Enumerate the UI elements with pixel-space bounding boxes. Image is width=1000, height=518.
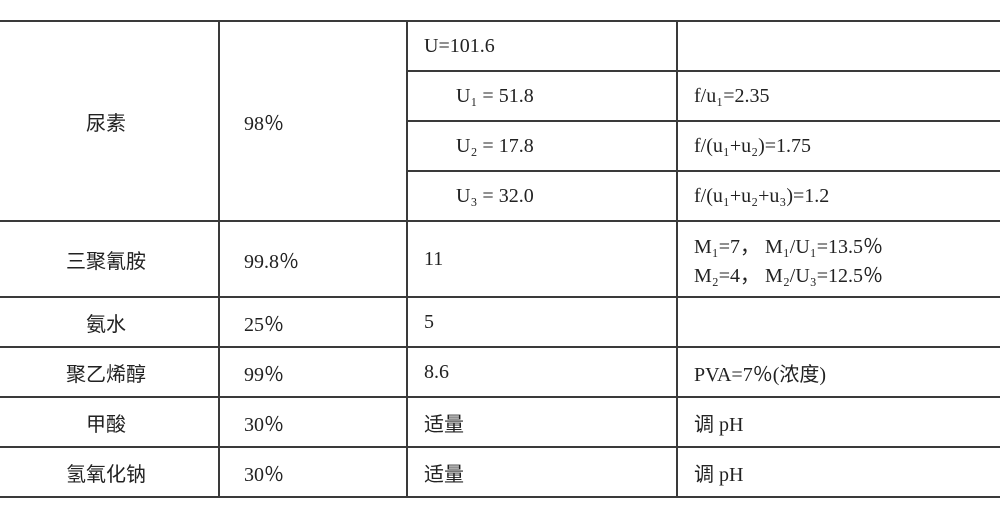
cell-note: 调 pH — [677, 397, 1000, 447]
cell-name: 三聚氰胺 — [0, 221, 219, 297]
note-line1: M₁=7， M₁/U₁=13.5％ — [694, 230, 994, 259]
cell-note: f/(u₁+u₂)=1.75 — [677, 121, 1000, 171]
cell-note — [677, 297, 1000, 347]
cell-note: PVA=7％(浓度) — [677, 347, 1000, 397]
cell-amount: U=101.6 — [407, 21, 677, 71]
chemical-table: 尿素 98％ U=101.6 U₁ = 51.8 f/u₁=2.35 U₂ = … — [0, 20, 1000, 498]
cell-amount: 11 — [407, 221, 677, 297]
cell-note — [677, 21, 1000, 71]
cell-amount: 适量 — [407, 447, 677, 497]
cell-note: f/u₁=2.35 — [677, 71, 1000, 121]
table-row: 氢氧化钠 30％ 适量 调 pH — [0, 447, 1000, 497]
cell-note: 调 pH — [677, 447, 1000, 497]
cell-name: 尿素 — [0, 21, 219, 221]
cell-amount: U₂ = 17.8 — [407, 121, 677, 171]
cell-purity: 30％ — [219, 397, 407, 447]
cell-name: 聚乙烯醇 — [0, 347, 219, 397]
cell-purity: 98％ — [219, 21, 407, 221]
cell-amount: 适量 — [407, 397, 677, 447]
cell-purity: 25％ — [219, 297, 407, 347]
cell-amount: U₁ = 51.8 — [407, 71, 677, 121]
cell-purity: 99.8％ — [219, 221, 407, 297]
cell-name: 氨水 — [0, 297, 219, 347]
cell-amount: U₃ = 32.0 — [407, 171, 677, 221]
table-row: 甲酸 30％ 适量 调 pH — [0, 397, 1000, 447]
cell-name: 氢氧化钠 — [0, 447, 219, 497]
cell-amount: 8.6 — [407, 347, 677, 397]
table-row: 聚乙烯醇 99％ 8.6 PVA=7％(浓度) — [0, 347, 1000, 397]
cell-purity: 30％ — [219, 447, 407, 497]
cell-purity: 99％ — [219, 347, 407, 397]
note-line2: M₂=4， M₂/U₃=12.5％ — [694, 259, 994, 288]
cell-name: 甲酸 — [0, 397, 219, 447]
table-row: 尿素 98％ U=101.6 — [0, 21, 1000, 71]
table-row: 氨水 25％ 5 — [0, 297, 1000, 347]
cell-note: f/(u₁+u₂+u₃)=1.2 — [677, 171, 1000, 221]
table-row: 三聚氰胺 99.8％ 11 M₁=7， M₁/U₁=13.5％ M₂=4， M₂… — [0, 221, 1000, 297]
cell-note: M₁=7， M₁/U₁=13.5％ M₂=4， M₂/U₃=12.5％ — [677, 221, 1000, 297]
cell-amount: 5 — [407, 297, 677, 347]
